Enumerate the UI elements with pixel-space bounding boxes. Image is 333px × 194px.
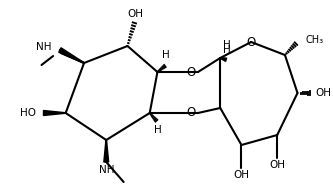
Polygon shape (59, 48, 84, 63)
Polygon shape (44, 111, 66, 115)
Text: NH: NH (36, 42, 51, 52)
Polygon shape (104, 140, 109, 162)
Text: OH: OH (269, 160, 285, 170)
Text: OH: OH (316, 88, 332, 98)
Text: O: O (186, 107, 196, 120)
Text: NH: NH (99, 165, 114, 175)
Text: O: O (186, 66, 196, 79)
Text: OH: OH (127, 9, 143, 19)
Text: H: H (154, 125, 161, 135)
Text: OH: OH (233, 170, 249, 180)
Text: CH₃: CH₃ (305, 35, 323, 45)
Text: O: O (246, 36, 256, 48)
Text: H: H (223, 40, 231, 50)
Text: H: H (162, 50, 170, 60)
Text: HO: HO (20, 108, 36, 118)
Text: H: H (223, 45, 231, 55)
